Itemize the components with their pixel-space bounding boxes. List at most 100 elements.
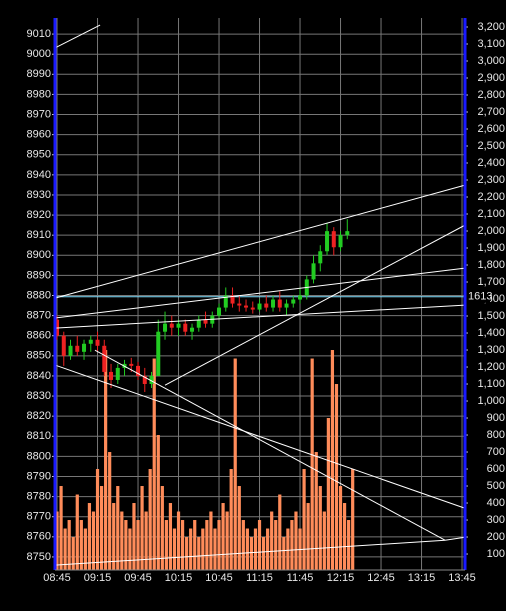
volume-bar — [278, 494, 282, 570]
volume-bar — [257, 520, 262, 570]
y-tick-label: 8940 — [27, 169, 51, 181]
candle-body — [203, 319, 208, 324]
y2-tick-label: 2,700 — [477, 106, 505, 118]
trendline — [444, 536, 466, 541]
candle-body — [264, 303, 269, 308]
x-tick-label: 11:45 — [287, 572, 314, 584]
trendline — [164, 224, 466, 386]
y-tick-label: 8800 — [27, 450, 51, 462]
volume-bar — [326, 418, 330, 570]
volume-bar — [87, 503, 92, 570]
candle-body — [61, 335, 66, 356]
y2-tick-label: 400 — [487, 497, 505, 509]
candle-body — [244, 305, 249, 308]
candle-body — [338, 235, 343, 248]
volume-bar — [338, 486, 343, 570]
candle-body — [291, 299, 296, 304]
candle-body — [142, 375, 147, 384]
volume-bar — [67, 520, 71, 570]
volume-bar — [351, 469, 355, 570]
y2-tick-label: 1,400 — [477, 327, 505, 339]
y-tick-label: 8890 — [27, 269, 51, 281]
candle-body — [318, 251, 323, 264]
volume-bar — [71, 537, 75, 570]
y2-tick-label: 300 — [487, 514, 505, 526]
volume-bar — [306, 503, 310, 570]
volume-bar — [347, 520, 351, 570]
candle-body — [129, 363, 134, 366]
volume-bar — [225, 511, 229, 570]
y-tick-label: 8840 — [27, 370, 51, 382]
y-tick-label: 8960 — [27, 129, 51, 141]
y-tick-label: 8870 — [27, 310, 51, 322]
volume-bar — [176, 511, 181, 570]
candle-body — [331, 231, 336, 248]
y2-tick-label: 800 — [487, 429, 505, 441]
volume-bar — [83, 528, 87, 570]
volume-bar — [108, 452, 112, 570]
x-tick-label: 12:45 — [367, 572, 395, 584]
candle-body — [109, 371, 114, 380]
volume-bar — [75, 494, 79, 570]
y2-tick-label: 2,100 — [477, 208, 505, 220]
y-tick-label: 9010 — [27, 28, 51, 40]
x-tick-label: 08:45 — [43, 572, 71, 584]
volume-bar — [249, 537, 254, 570]
candle-body — [136, 365, 141, 376]
volume-bar — [91, 511, 96, 570]
y2-tick-label: 3,000 — [477, 55, 505, 67]
candle-body — [298, 295, 303, 300]
y-tick-label: 8850 — [27, 350, 51, 362]
x-tick-label: 12:15 — [327, 572, 355, 584]
y2-tick-label: 100 — [487, 548, 505, 560]
y2-tick-label: 200 — [487, 531, 505, 543]
candle-body — [284, 303, 289, 308]
candle-body — [163, 323, 168, 332]
volume-bar — [197, 537, 201, 570]
y2-tick-label: 600 — [487, 463, 505, 475]
candle-body — [95, 339, 100, 346]
candle-body — [223, 295, 228, 308]
volume-bar — [99, 486, 104, 570]
candle-body — [176, 323, 181, 328]
volume-bar — [229, 469, 233, 570]
volume-bar — [314, 452, 318, 570]
volume-bar — [233, 358, 237, 570]
y2-tick-label: 900 — [487, 412, 505, 424]
volume-bar — [164, 520, 168, 570]
y2-tick-label: 1,100 — [477, 378, 505, 390]
trendline — [54, 267, 466, 319]
volume-bar — [213, 528, 217, 570]
y-tick-label: 8860 — [27, 330, 51, 342]
y2-tick-label: 700 — [487, 446, 505, 458]
volume-bar — [112, 503, 116, 570]
volume-bar — [185, 537, 189, 570]
y-tick-label: 8900 — [27, 249, 51, 261]
y-tick-label: 9000 — [27, 48, 51, 60]
y-tick-label: 8830 — [27, 390, 51, 402]
y-tick-label: 8760 — [27, 531, 51, 543]
y-tick-label: 8810 — [27, 430, 51, 442]
volume-bar — [253, 528, 258, 570]
candle-body — [196, 319, 201, 328]
x-tick-label: 09:45 — [124, 572, 152, 584]
y2-tick-label: 1,800 — [477, 259, 505, 271]
y2-tick-label: 2,800 — [477, 89, 505, 101]
volume-bar — [294, 511, 298, 570]
candle-body — [190, 327, 195, 332]
volume-bar — [180, 520, 185, 570]
y2-tick-label: 3,200 — [477, 21, 505, 33]
volume-bar — [136, 520, 140, 570]
y-tick-label: 8950 — [27, 149, 51, 161]
volume-bar — [156, 435, 160, 570]
candle-body — [237, 303, 242, 306]
volume-bar — [148, 469, 152, 570]
y-tick-label: 8990 — [27, 68, 51, 80]
x-tick-label: 13:15 — [408, 572, 436, 584]
y2-tick-label: 1,200 — [477, 361, 505, 373]
volume-bar — [274, 520, 278, 570]
y-tick-label: 8920 — [27, 209, 51, 221]
y-tick-label: 8750 — [27, 551, 51, 563]
volume-bar — [168, 503, 173, 570]
